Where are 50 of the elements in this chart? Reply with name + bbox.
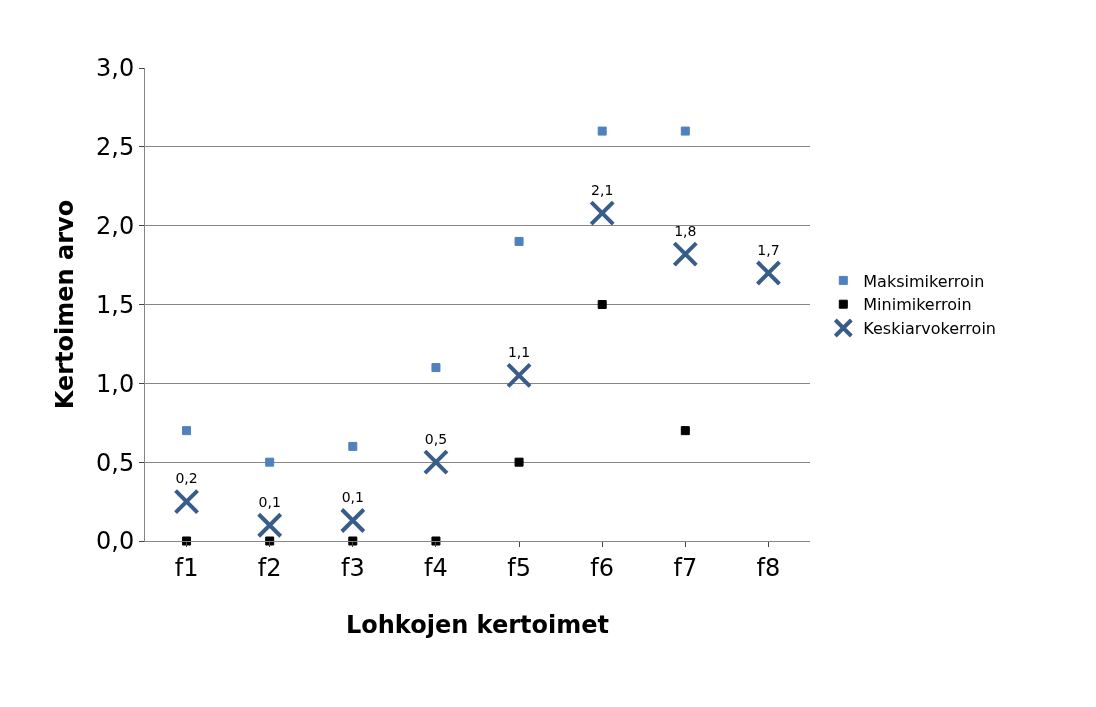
- data-label: 0,1: [341, 489, 364, 506]
- data-label: 2,1: [591, 181, 614, 198]
- x-tick-label: f2: [257, 553, 282, 582]
- y-tick-label: 1,5: [96, 290, 135, 319]
- point: [348, 441, 358, 451]
- y-axis-title: Kertoimen arvo: [51, 199, 80, 410]
- point: [339, 507, 366, 534]
- y-tick-label: 2,0: [96, 212, 135, 241]
- data-label: 1,8: [674, 222, 697, 239]
- point: [506, 362, 533, 389]
- data-label: 1,1: [507, 344, 531, 361]
- point: [265, 457, 275, 467]
- point: [431, 363, 441, 373]
- x-tick-label: f1: [174, 553, 199, 582]
- data-label: 0,2: [175, 470, 198, 487]
- x-tick-label: f5: [507, 553, 531, 582]
- point: [680, 126, 690, 136]
- point: [680, 426, 690, 436]
- x-tick-label: f7: [673, 553, 698, 582]
- y-tick-label: 0,0: [96, 527, 135, 556]
- point: [256, 512, 283, 539]
- point: [173, 488, 200, 515]
- legend-label: Minimikerroin: [863, 295, 972, 315]
- point: [755, 259, 782, 286]
- point: [422, 449, 449, 476]
- point: [348, 536, 358, 546]
- point: [597, 300, 607, 309]
- point: [182, 536, 192, 546]
- y-tick-label: 0,5: [96, 448, 135, 477]
- x-tick-label: f3: [340, 553, 365, 582]
- point: [514, 457, 524, 467]
- data-label: 0,1: [258, 493, 281, 510]
- data-label: 0,5: [424, 430, 448, 447]
- point: [182, 426, 192, 436]
- y-tick-label: 1,0: [96, 369, 135, 398]
- point: [265, 536, 275, 546]
- point: [431, 536, 441, 546]
- y-tick-label: 3,0: [96, 54, 135, 83]
- point: [514, 236, 524, 246]
- data-label: 1,7: [757, 241, 780, 258]
- legend-label: Keskiarvokerroin: [863, 319, 996, 339]
- x-tick-label: f6: [590, 553, 615, 582]
- point: [589, 200, 616, 227]
- x-tick-label: f8: [756, 553, 781, 582]
- point: [672, 241, 699, 268]
- point: [597, 126, 607, 136]
- x-tick-label: f4: [424, 553, 448, 582]
- x-axis-title: Lohkojen kertoimet: [346, 611, 609, 640]
- y-tick-label: 2,5: [96, 133, 135, 162]
- legend-label: Maksimikerroin: [863, 271, 985, 291]
